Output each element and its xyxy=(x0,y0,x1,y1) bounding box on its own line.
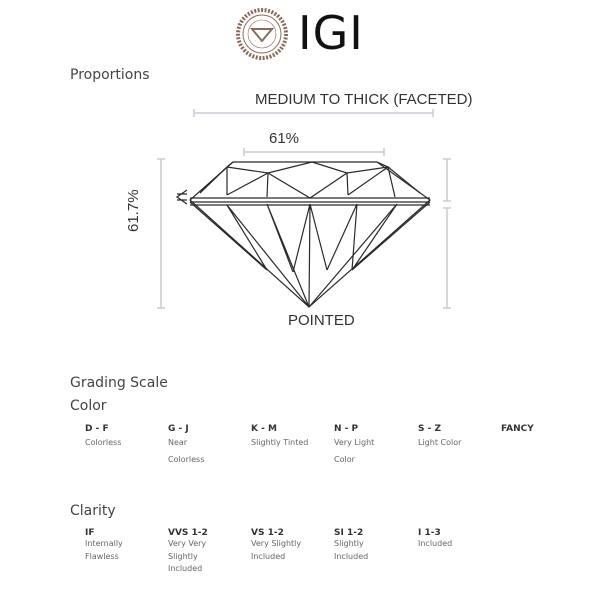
color-title: Color xyxy=(70,398,107,414)
depth-line xyxy=(157,158,165,309)
grade-code: VVS 1-2 xyxy=(168,528,208,538)
color-grade-d-f: D - F Colorless xyxy=(85,424,165,451)
grade-code: K - M xyxy=(251,424,277,434)
grade-desc: Slightly Tinted xyxy=(251,438,309,447)
grade-code: S - Z xyxy=(418,424,442,434)
pavilion-depth-line xyxy=(443,207,451,309)
color-grade-k-m: K - M Slightly Tinted xyxy=(251,424,331,451)
color-grade-n-p: N - P Very Light Color xyxy=(334,424,414,468)
grade-code: FANCY xyxy=(501,424,534,434)
grading-scale-title: Grading Scale xyxy=(70,375,168,391)
clarity-grade-vs: VS 1-2 Very Slightly Included xyxy=(251,528,331,563)
grade-desc: Slightly xyxy=(334,539,364,548)
diamond-outline xyxy=(175,161,431,308)
diamond-diagram xyxy=(157,109,451,309)
igi-seal-icon xyxy=(236,8,288,60)
table-label: 61% xyxy=(269,130,300,147)
igi-logo-text: IGI xyxy=(298,6,364,60)
girdle-label: MEDIUM TO THICK (FACETED) xyxy=(255,91,473,108)
grade-code: I 1-3 xyxy=(418,528,441,538)
grade-desc: Color xyxy=(334,455,355,464)
grade-desc: Internally xyxy=(85,539,123,548)
grade-code: D - F xyxy=(85,424,109,434)
grade-desc: Slightly xyxy=(168,551,198,561)
grade-code: VS 1-2 xyxy=(251,528,284,538)
color-grade-fancy: FANCY xyxy=(501,424,581,434)
culet-label: POINTED xyxy=(288,312,355,329)
grade-desc: Colorless xyxy=(85,438,122,447)
clarity-title: Clarity xyxy=(70,503,116,519)
table-width-line xyxy=(243,148,385,156)
girdle-width-line xyxy=(193,109,434,117)
proportions-title: Proportions xyxy=(70,67,150,83)
grade-desc: Flawless xyxy=(85,551,119,561)
grade-desc: Light Color xyxy=(418,438,462,447)
grade-code: N - P xyxy=(334,424,359,434)
grade-code: SI 1-2 xyxy=(334,528,364,538)
dimension-lines xyxy=(157,109,451,309)
color-grade-g-j: G - J Near Colorless xyxy=(168,424,248,468)
grade-code: IF xyxy=(85,528,95,538)
grade-desc: Colorless xyxy=(168,455,205,464)
color-grade-s-z: S - Z Light Color xyxy=(418,424,498,451)
clarity-grade-if: IF Internally Flawless xyxy=(85,528,165,563)
grade-desc: Included xyxy=(334,551,369,561)
grade-desc: Very Slightly xyxy=(251,539,302,548)
grade-desc: Included xyxy=(168,564,203,573)
crown-height-line xyxy=(443,158,451,202)
grade-desc: Very Very xyxy=(168,539,207,548)
clarity-grade-i: I 1-3 Included xyxy=(418,528,498,551)
grade-desc: Very Light xyxy=(334,438,375,447)
clarity-grade-vvs: VVS 1-2 Very Very Slightly Included xyxy=(168,528,248,576)
grade-desc: Included xyxy=(251,551,286,561)
grade-code: G - J xyxy=(168,424,189,434)
grade-desc: Near xyxy=(168,438,188,447)
grade-desc: Included xyxy=(418,539,453,548)
clarity-grade-si: SI 1-2 Slightly Included xyxy=(334,528,414,563)
